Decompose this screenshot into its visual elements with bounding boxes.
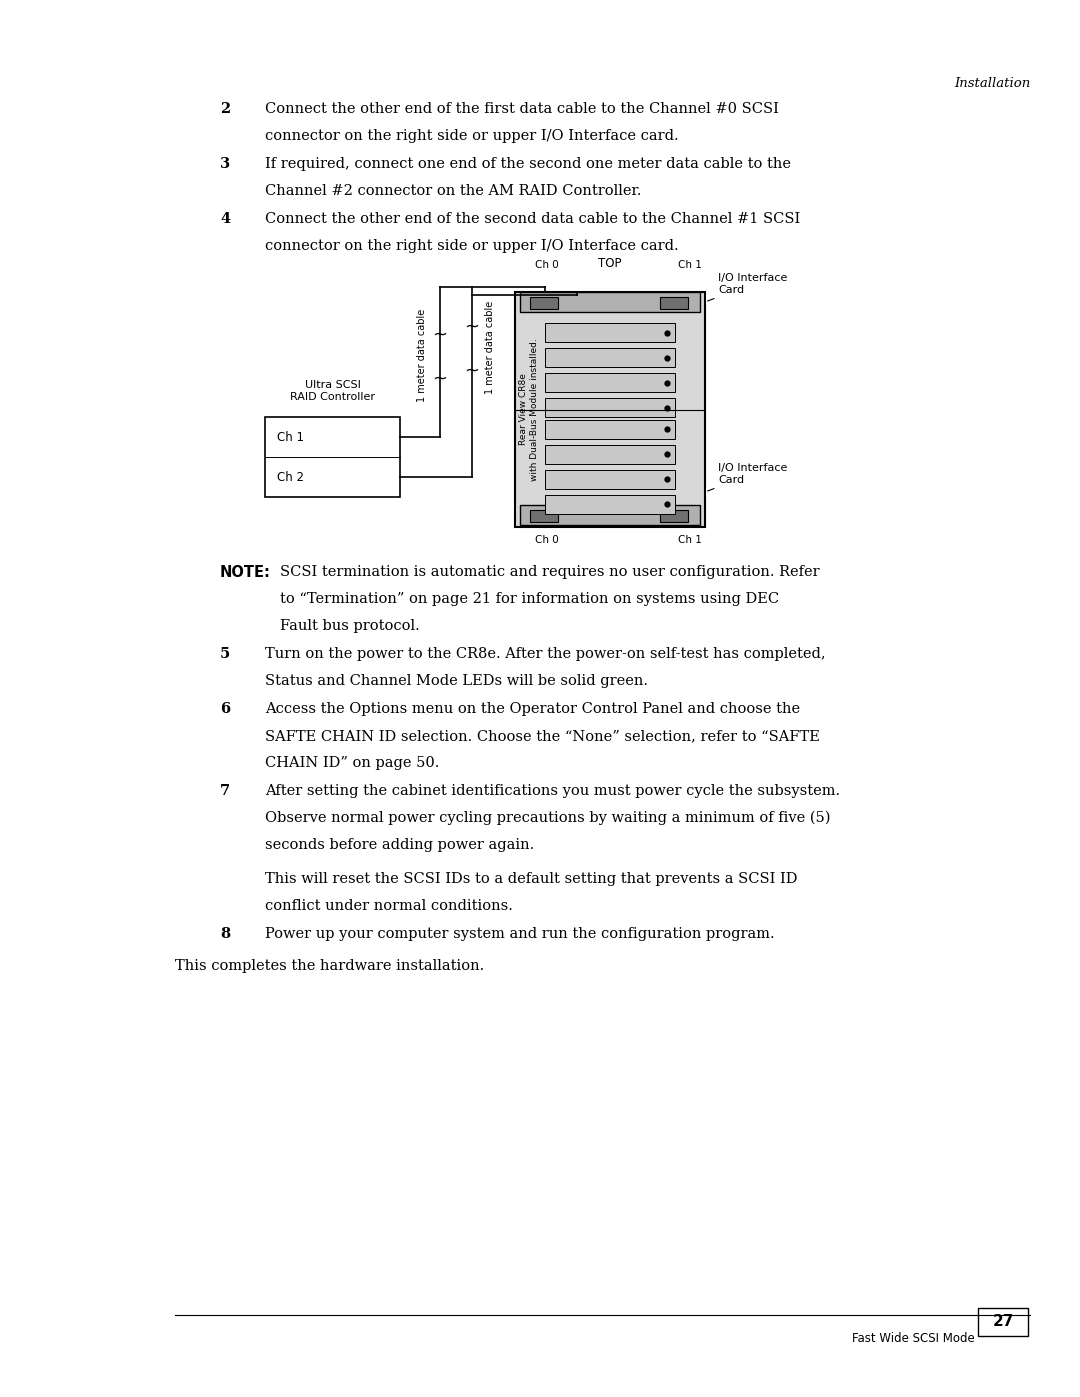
Text: ~: ~ (464, 362, 480, 380)
Bar (545, 323, 675, 342)
Bar (660, 298, 688, 309)
Text: Connect the other end of the second data cable to the Channel #1 SCSI: Connect the other end of the second data… (265, 212, 800, 226)
Text: ~: ~ (432, 326, 447, 344)
Text: ~: ~ (464, 319, 480, 337)
Text: 1 meter data cable: 1 meter data cable (485, 300, 495, 394)
Text: I/O Interface
Card: I/O Interface Card (707, 464, 787, 490)
Bar (978, 1308, 1028, 1336)
Text: Ch 0: Ch 0 (535, 535, 558, 545)
Text: Observe normal power cycling precautions by waiting a minimum of five (5): Observe normal power cycling precautions… (265, 812, 831, 826)
Bar (515, 292, 705, 527)
Text: Fast Wide SCSI Mode: Fast Wide SCSI Mode (852, 1331, 975, 1345)
Text: SCSI termination is automatic and requires no user configuration. Refer: SCSI termination is automatic and requir… (280, 564, 820, 578)
Bar (530, 510, 558, 522)
Bar (519, 504, 700, 525)
Bar (265, 416, 400, 497)
Text: 5: 5 (220, 647, 230, 661)
Text: NOTE:: NOTE: (220, 564, 271, 580)
Text: This will reset the SCSI IDs to a default setting that prevents a SCSI ID: This will reset the SCSI IDs to a defaul… (265, 872, 797, 886)
Text: I/O Interface
Card: I/O Interface Card (707, 274, 787, 300)
Text: SAFTE CHAIN ID selection. Choose the “None” selection, refer to “SAFTE: SAFTE CHAIN ID selection. Choose the “No… (265, 729, 820, 743)
Text: Ch 0: Ch 0 (535, 260, 558, 270)
Bar (519, 292, 700, 312)
Text: Rear View CR8e
with Dual-Bus Module installed.: Rear View CR8e with Dual-Bus Module inst… (519, 338, 539, 481)
Bar (545, 495, 675, 514)
Text: Power up your computer system and run the configuration program.: Power up your computer system and run th… (265, 928, 774, 942)
Text: connector on the right side or upper I/O Interface card.: connector on the right side or upper I/O… (265, 239, 678, 253)
Text: Turn on the power to the CR8e. After the power-on self-test has completed,: Turn on the power to the CR8e. After the… (265, 647, 825, 661)
Text: conflict under normal conditions.: conflict under normal conditions. (265, 900, 513, 914)
Text: 6: 6 (220, 703, 230, 717)
Text: 8: 8 (220, 928, 230, 942)
Text: to “Termination” on page 21 for information on systems using DEC: to “Termination” on page 21 for informat… (280, 592, 779, 606)
Text: Installation: Installation (954, 77, 1030, 89)
Text: Ch 1: Ch 1 (276, 430, 303, 443)
Text: Ch 2: Ch 2 (276, 471, 303, 483)
Text: 7: 7 (220, 784, 230, 798)
Text: Ch 1: Ch 1 (678, 260, 702, 270)
Bar (660, 510, 688, 522)
Text: Connect the other end of the first data cable to the Channel #0 SCSI: Connect the other end of the first data … (265, 102, 779, 116)
Text: If required, connect one end of the second one meter data cable to the: If required, connect one end of the seco… (265, 156, 791, 170)
Bar (545, 348, 675, 367)
Text: TOP: TOP (598, 257, 622, 270)
Text: 4: 4 (220, 212, 230, 226)
Text: After setting the cabinet identifications you must power cycle the subsystem.: After setting the cabinet identification… (265, 784, 840, 798)
Text: Access the Options menu on the Operator Control Panel and choose the: Access the Options menu on the Operator … (265, 703, 800, 717)
Text: ~: ~ (432, 370, 447, 388)
Bar (545, 398, 675, 416)
Text: Ultra SCSI
RAID Controller: Ultra SCSI RAID Controller (291, 380, 375, 402)
Bar (545, 469, 675, 489)
Text: 27: 27 (993, 1315, 1014, 1330)
Text: Fault bus protocol.: Fault bus protocol. (280, 619, 420, 633)
Text: 3: 3 (220, 156, 230, 170)
Text: This completes the hardware installation.: This completes the hardware installation… (175, 958, 484, 972)
Bar (545, 444, 675, 464)
Text: Channel #2 connector on the AM RAID Controller.: Channel #2 connector on the AM RAID Cont… (265, 184, 642, 198)
Bar (545, 373, 675, 393)
Text: 2: 2 (220, 102, 230, 116)
Text: connector on the right side or upper I/O Interface card.: connector on the right side or upper I/O… (265, 129, 678, 142)
Text: 1 meter data cable: 1 meter data cable (417, 309, 427, 401)
Text: CHAIN ID” on page 50.: CHAIN ID” on page 50. (265, 756, 440, 770)
Text: Ch 1: Ch 1 (678, 535, 702, 545)
Bar (530, 298, 558, 309)
Text: seconds before adding power again.: seconds before adding power again. (265, 838, 535, 852)
Bar (545, 419, 675, 439)
Text: Status and Channel Mode LEDs will be solid green.: Status and Channel Mode LEDs will be sol… (265, 673, 648, 687)
